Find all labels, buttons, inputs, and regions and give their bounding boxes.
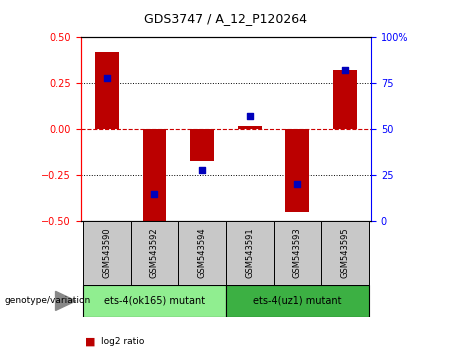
Bar (333, 70, 357, 129)
Text: log2 ratio: log2 ratio (101, 337, 145, 346)
Bar (190, 129, 214, 160)
FancyBboxPatch shape (83, 221, 130, 285)
FancyBboxPatch shape (178, 221, 226, 285)
Point (341, 68, 349, 73)
FancyBboxPatch shape (226, 285, 369, 317)
Text: ets-4(uz1) mutant: ets-4(uz1) mutant (253, 296, 342, 306)
Point (151, 191, 158, 196)
Bar (285, 129, 309, 212)
Text: GSM543595: GSM543595 (340, 228, 349, 279)
FancyBboxPatch shape (130, 221, 178, 285)
Text: ■: ■ (85, 337, 96, 347)
Point (246, 114, 254, 119)
FancyBboxPatch shape (83, 285, 226, 317)
Bar (238, 126, 261, 129)
Text: GSM543590: GSM543590 (102, 228, 112, 279)
FancyBboxPatch shape (273, 221, 321, 285)
Bar (95, 52, 119, 129)
FancyBboxPatch shape (226, 221, 273, 285)
Text: ets-4(ok165) mutant: ets-4(ok165) mutant (104, 296, 205, 306)
Text: GSM543592: GSM543592 (150, 228, 159, 279)
Text: GSM543593: GSM543593 (293, 228, 302, 279)
Text: genotype/variation: genotype/variation (5, 296, 91, 306)
Point (198, 167, 206, 172)
Bar (142, 129, 166, 221)
Point (294, 182, 301, 187)
Text: GSM543591: GSM543591 (245, 228, 254, 279)
Text: GSM543594: GSM543594 (198, 228, 207, 279)
Text: GDS3747 / A_12_P120264: GDS3747 / A_12_P120264 (144, 12, 307, 25)
FancyBboxPatch shape (321, 221, 369, 285)
Polygon shape (55, 291, 76, 310)
Point (103, 75, 111, 80)
